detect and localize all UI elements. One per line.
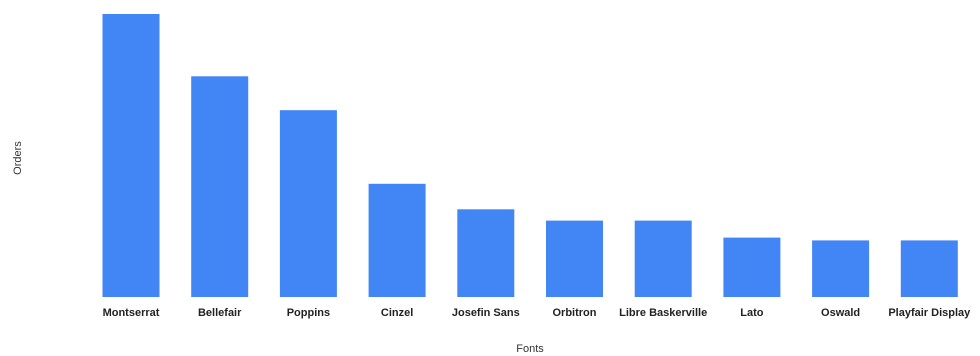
x-tick-label: Oswald <box>821 307 860 319</box>
bar-playfair-display <box>900 240 958 297</box>
bar-cinzel <box>368 183 426 297</box>
bar-oswald <box>812 240 870 297</box>
bar-bellefair <box>191 76 249 297</box>
bar-lato <box>723 237 781 297</box>
bars-group <box>102 14 958 297</box>
x-tick-label: Bellefair <box>198 307 242 319</box>
bar-libre-baskerville <box>634 220 692 297</box>
x-tick-labels: Montserrat Bellefair Poppins Cinzel Josefin … <box>103 307 972 319</box>
x-tick-label: Montserrat <box>103 307 160 319</box>
bar-montserrat <box>102 14 160 297</box>
x-tick-label: Orbitron <box>553 307 597 319</box>
x-tick-label: Lato <box>740 307 764 319</box>
bar-josefin-sans <box>457 209 515 297</box>
x-tick-label: Playfair Display <box>888 307 971 319</box>
x-tick-label: Libre Baskerville <box>619 307 707 319</box>
bar-orbitron <box>546 220 603 297</box>
x-tick-label: Poppins <box>287 307 330 319</box>
x-tick-label: Cinzel <box>381 307 413 319</box>
x-tick-label: Josefin Sans <box>452 307 520 319</box>
y-axis-title: Orders <box>12 141 24 175</box>
bar-poppins <box>279 110 337 297</box>
x-axis-title: Fonts <box>516 343 544 355</box>
